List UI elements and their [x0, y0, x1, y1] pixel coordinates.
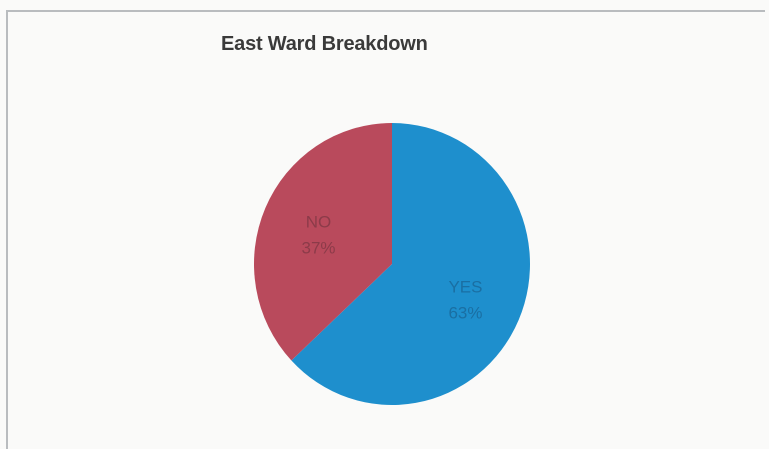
slice-value-no: 37% — [302, 239, 336, 258]
slice-label-yes: YES — [448, 277, 482, 296]
pie-slice-yes — [291, 123, 531, 405]
chart-title: East Ward Breakdown — [221, 33, 428, 55]
frame-border-left — [6, 10, 8, 449]
slice-label-no: NO — [306, 213, 332, 232]
pie-slice-no — [254, 123, 392, 361]
frame-border-top — [6, 10, 765, 12]
slice-value-yes: 63% — [448, 303, 482, 322]
